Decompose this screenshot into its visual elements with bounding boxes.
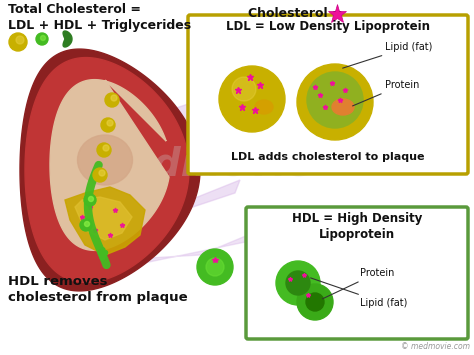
Circle shape xyxy=(297,284,333,320)
Circle shape xyxy=(206,258,224,276)
Circle shape xyxy=(99,170,105,176)
Text: © medmovie.com: © medmovie.com xyxy=(401,342,470,351)
Circle shape xyxy=(80,219,92,231)
Text: LDL adds cholesterol to plaque: LDL adds cholesterol to plaque xyxy=(231,152,425,162)
Circle shape xyxy=(232,77,256,101)
Text: Total Cholesterol =
LDL + HDL + Triglycerides: Total Cholesterol = LDL + HDL + Triglyce… xyxy=(8,3,191,33)
Circle shape xyxy=(297,64,373,140)
Polygon shape xyxy=(50,80,169,250)
Circle shape xyxy=(105,93,119,107)
Circle shape xyxy=(107,120,113,126)
Circle shape xyxy=(84,194,96,206)
Circle shape xyxy=(97,143,111,157)
FancyBboxPatch shape xyxy=(246,207,468,339)
Circle shape xyxy=(219,66,285,132)
Circle shape xyxy=(93,168,107,182)
Ellipse shape xyxy=(255,100,273,114)
Circle shape xyxy=(286,271,310,295)
FancyBboxPatch shape xyxy=(188,15,468,174)
Circle shape xyxy=(16,36,24,44)
Polygon shape xyxy=(63,31,72,47)
Circle shape xyxy=(197,249,233,285)
Text: Lipid (fat): Lipid (fat) xyxy=(310,278,407,308)
Polygon shape xyxy=(25,58,189,283)
Text: medmovie: medmovie xyxy=(86,146,314,184)
Polygon shape xyxy=(20,49,200,291)
Text: Cholesterol =: Cholesterol = xyxy=(248,7,347,20)
Polygon shape xyxy=(130,180,240,223)
Ellipse shape xyxy=(78,135,133,185)
Circle shape xyxy=(103,145,109,151)
Circle shape xyxy=(84,222,90,226)
Circle shape xyxy=(307,72,363,128)
Polygon shape xyxy=(75,197,132,240)
Circle shape xyxy=(306,293,324,311)
Polygon shape xyxy=(65,187,145,255)
Circle shape xyxy=(40,36,46,40)
Ellipse shape xyxy=(332,99,354,115)
Circle shape xyxy=(101,118,115,132)
Circle shape xyxy=(89,197,93,202)
Text: Protein: Protein xyxy=(322,268,394,299)
Text: HDL = High Density
Lipoprotein: HDL = High Density Lipoprotein xyxy=(292,212,422,241)
Polygon shape xyxy=(115,230,260,267)
Text: Protein: Protein xyxy=(353,80,419,106)
Text: Lipid (fat): Lipid (fat) xyxy=(343,42,432,68)
Polygon shape xyxy=(140,100,220,137)
Text: HDL removes
cholesterol from plaque: HDL removes cholesterol from plaque xyxy=(8,275,188,305)
Text: LDL = Low Density Lipoprotein: LDL = Low Density Lipoprotein xyxy=(226,20,430,33)
Circle shape xyxy=(276,261,320,305)
Circle shape xyxy=(36,33,48,45)
Circle shape xyxy=(9,33,27,51)
Circle shape xyxy=(111,95,117,101)
